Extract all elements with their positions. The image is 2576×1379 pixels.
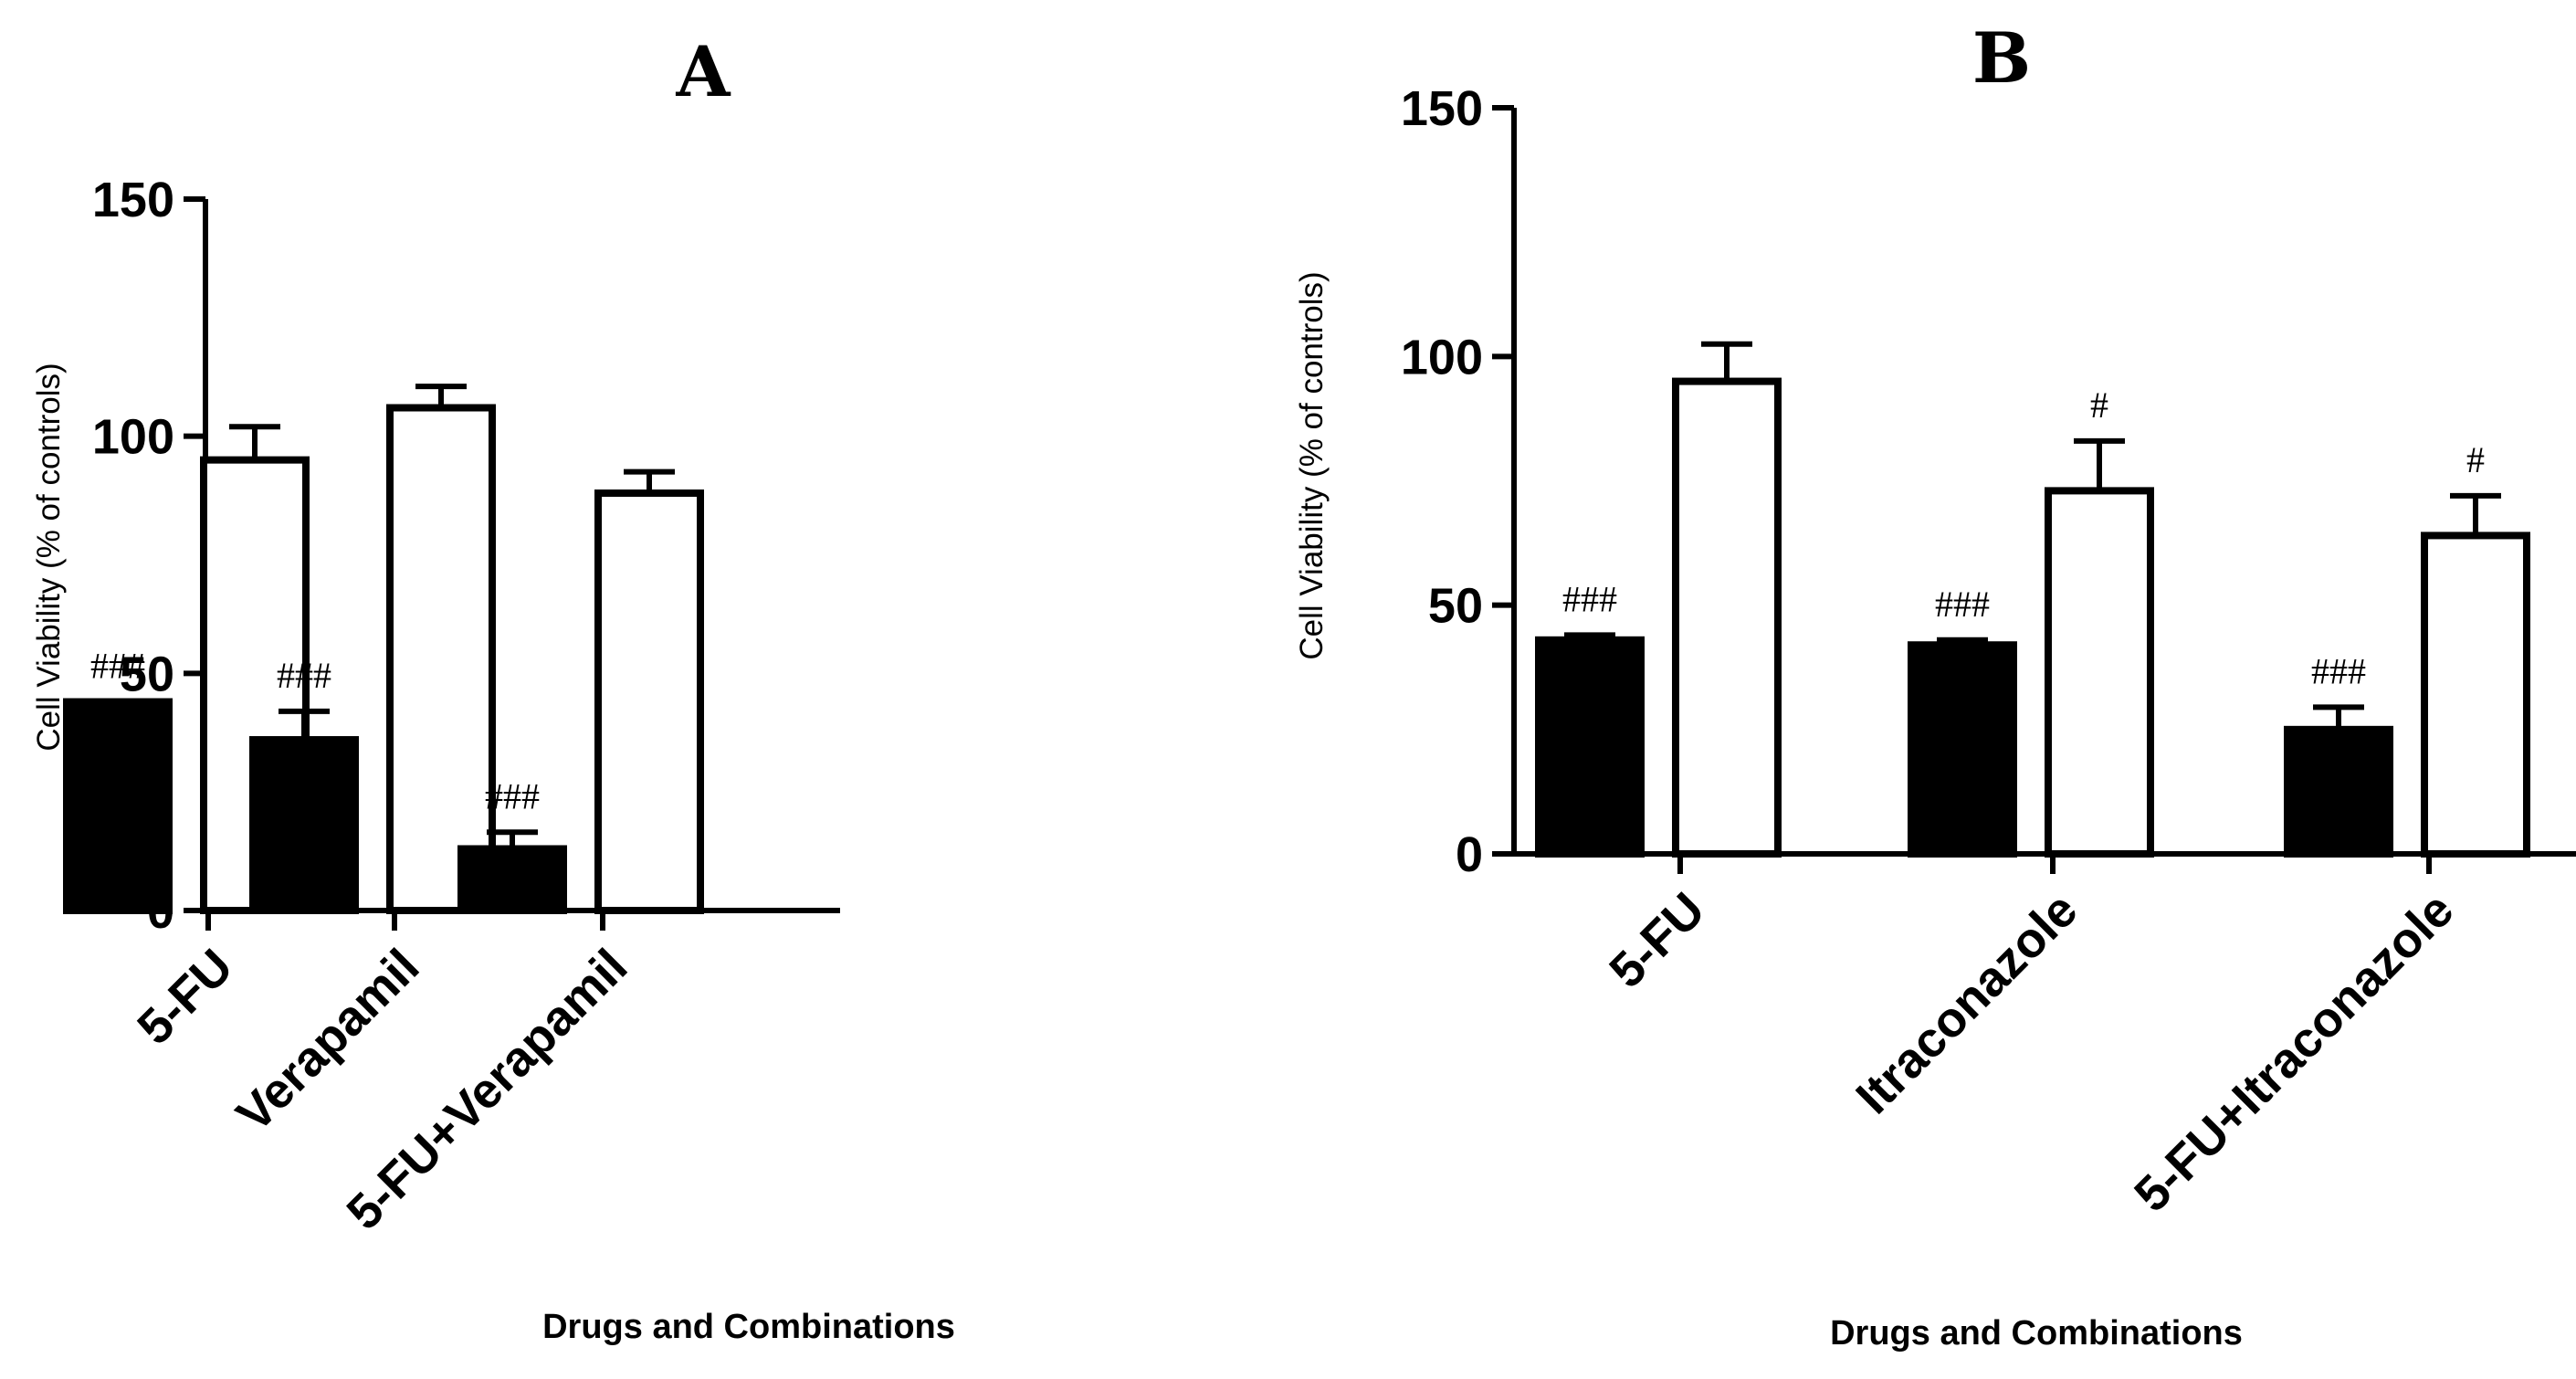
panel-a-y-axis-label: Cell Viability (% of controls) [31,363,67,751]
bar-filled [457,845,567,915]
panel-b: B Cell Viability (% of controls) Drugs a… [1294,17,2576,1353]
panel-b-title: B [1972,17,2031,99]
bar-open [594,489,704,915]
significance-mark: ### [1935,584,1990,625]
significance-mark: ### [277,655,331,696]
y-tick-label: 50 [1428,579,1483,634]
category-label: Verapamil [226,939,430,1142]
significance-mark: ### [485,775,540,816]
panel-a: A Cell Viability (% of controls) Drugs a… [31,31,955,1346]
panel-b-plot-area: 050100150###5-FU####Itraconazole####5-FU… [1401,81,2576,1222]
category-label: 5-FU+Itraconazole [2124,882,2464,1222]
bar-filled [2284,725,2393,858]
y-tick-label: 150 [92,173,174,227]
significance-mark: ### [1562,578,1617,619]
significance-mark: # [2090,384,2108,426]
y-tick-label: 100 [1401,330,1483,384]
bar-open [2421,532,2530,858]
y-tick-label: 0 [1456,827,1483,882]
bar-open [386,404,496,914]
panel-b-y-axis-label: Cell Viability (% of controls) [1294,271,1330,659]
panel-a-plot-area: 050100150###5-FU###Verapamil###5-FU+Vera… [63,173,840,1240]
bar-filled [249,736,359,914]
bar-filled [63,698,173,915]
category-label: 5-FU [1599,882,1715,998]
category-label: 5-FU [127,939,243,1055]
significance-mark: ### [2311,650,2366,691]
bar-filled [1908,641,2017,858]
y-tick-label: 50 [120,647,174,701]
bar-filled [1535,636,1645,858]
y-tick-label: 100 [92,410,174,465]
panel-b-x-axis-label: Drugs and Combinations [1830,1314,2243,1353]
panel-a-title: A [676,31,731,112]
significance-mark: # [2466,439,2485,480]
bar-open [1672,377,1782,858]
y-tick-label: 150 [1401,81,1483,136]
category-label: Itraconazole [1845,882,2087,1124]
bar-open [2045,487,2154,858]
significance-mark: ### [90,645,145,686]
panel-a-x-axis-label: Drugs and Combinations [542,1308,955,1346]
